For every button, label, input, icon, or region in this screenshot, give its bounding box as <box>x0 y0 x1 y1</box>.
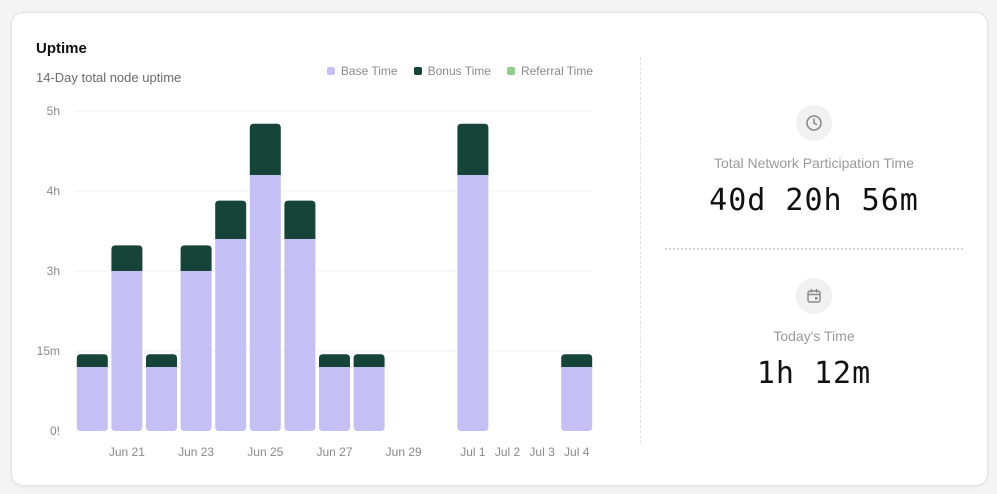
bar-segment-base-time <box>180 271 212 431</box>
legend-swatch-referral-time <box>506 67 515 75</box>
calendar-icon <box>796 278 832 314</box>
bar-segment-bonus-time <box>561 354 593 367</box>
bar-segment-base-time <box>353 367 385 431</box>
bar-segment-base-time <box>249 175 281 431</box>
clock-icon <box>796 105 832 141</box>
bar-segment-bonus-time <box>457 123 489 175</box>
legend-swatch-base-time <box>326 67 335 75</box>
bar-segment-bonus-time <box>284 200 316 239</box>
bar-segment-base-time <box>284 239 316 431</box>
x-tick-label: Jun 23 <box>178 445 214 459</box>
bar-segment-base-time <box>215 239 247 431</box>
legend-label-bonus-time: Bonus Time <box>427 64 491 78</box>
total-time-value: 40d 20h 56m <box>709 183 919 218</box>
bar-segment-bonus-time <box>215 200 247 239</box>
y-tick-label: 0! <box>50 424 60 438</box>
total-time-panel: Total Network Participation Time 40d 20h… <box>665 105 963 218</box>
y-tick-label: 5h <box>47 104 60 118</box>
today-time-label: Today's Time <box>773 328 855 344</box>
legend-item-bonus-time[interactable]: Bonus Time <box>413 64 491 78</box>
today-time-panel: Today's Time 1h 12m <box>665 278 963 391</box>
uptime-bar-chart: 0! 15m 3h 4h 5h Jun 21 Jun 23 Jun 25 Jun 27 Jun 2… <box>37 104 593 459</box>
panel-divider <box>640 57 641 443</box>
bar-segment-bonus-time <box>249 123 281 175</box>
bar-segment-base-time <box>111 271 143 431</box>
card-title: Uptime <box>36 40 87 57</box>
bar-segment-base-time <box>146 367 177 431</box>
legend-item-base-time[interactable]: Base Time <box>326 64 398 78</box>
x-tick-label: Jun 25 <box>247 445 283 459</box>
x-tick-label: Jul 3 <box>529 445 555 459</box>
x-tick-label: Jun 29 <box>386 445 422 459</box>
x-tick-label: Jul 4 <box>564 445 590 459</box>
legend-label-base-time: Base Time <box>340 64 398 78</box>
y-tick-label: 3h <box>47 264 60 278</box>
x-tick-label: Jun 21 <box>109 445 145 459</box>
y-tick-label: 15m <box>37 344 60 358</box>
stats-divider <box>665 248 963 250</box>
card-subtitle: 14-Day total node uptime <box>36 70 182 85</box>
chart-legend: Base Time Bonus Time Referral Time <box>326 64 593 78</box>
bar-segment-bonus-time <box>76 354 108 367</box>
x-tick-label: Jul 1 <box>460 445 486 459</box>
x-tick-label: Jun 27 <box>316 445 352 459</box>
legend-label-referral-time: Referral Time <box>520 64 593 78</box>
bar-segment-bonus-time <box>111 245 143 271</box>
total-time-label: Total Network Participation Time <box>714 155 914 171</box>
x-tick-label: Jul 2 <box>495 445 521 459</box>
bar-segment-base-time <box>457 175 489 431</box>
legend-item-referral-time[interactable]: Referral Time <box>506 64 593 78</box>
uptime-card: Uptime 14-Day total node uptime Base Tim… <box>11 12 988 486</box>
bar-segment-base-time <box>561 367 593 431</box>
bar-segment-bonus-time <box>353 354 385 367</box>
bar-segment-base-time <box>76 367 108 431</box>
bar-segment-bonus-time <box>180 245 212 271</box>
today-time-value: 1h 12m <box>756 356 872 391</box>
bar-segment-base-time <box>319 367 350 431</box>
legend-swatch-bonus-time <box>413 67 422 75</box>
bar-segment-bonus-time <box>146 354 177 367</box>
bar-segment-bonus-time <box>319 354 350 367</box>
y-tick-label: 4h <box>47 184 60 198</box>
